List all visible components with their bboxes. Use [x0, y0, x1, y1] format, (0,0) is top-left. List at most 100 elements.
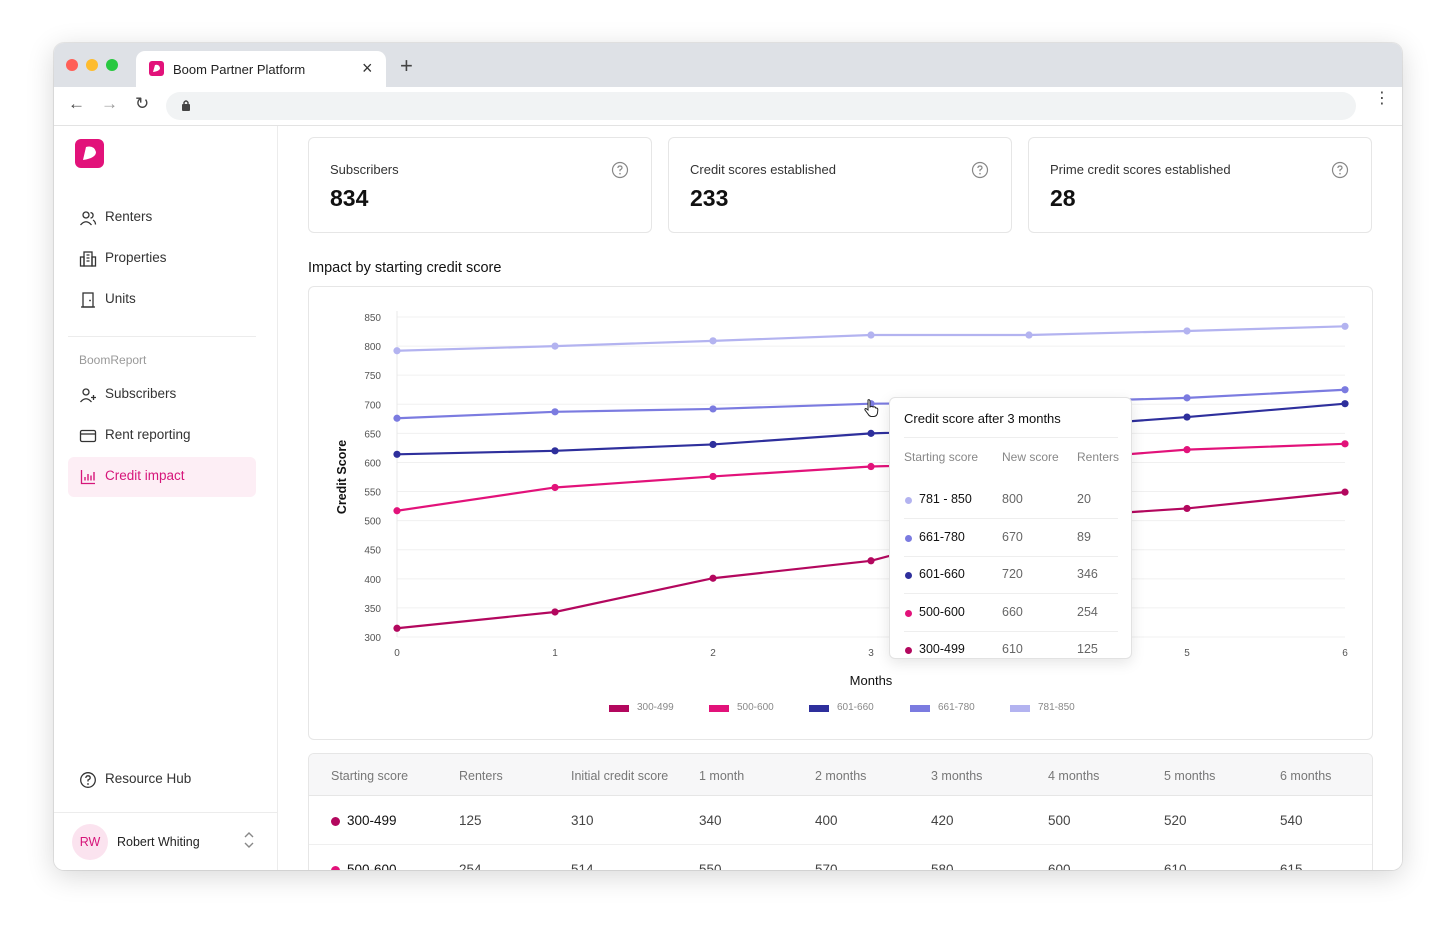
sidebar-item-properties[interactable]: Properties — [68, 239, 256, 279]
sidebar-item-label: Credit impact — [105, 468, 185, 483]
sidebar-divider — [68, 336, 256, 337]
forward-icon[interactable]: → — [101, 94, 118, 113]
data-point — [1341, 400, 1349, 408]
chart-section-title: Impact by starting credit score — [308, 260, 502, 276]
series-dot — [331, 817, 340, 826]
data-point — [709, 440, 717, 449]
stat-card-subscribers: Subscribers 834 — [308, 137, 652, 233]
table-header-cell[interactable]: Renters — [459, 769, 503, 783]
favicon-icon — [149, 61, 164, 76]
data-point — [1183, 446, 1191, 454]
table-cell: 610 — [1164, 862, 1187, 870]
tab-close-icon[interactable]: × — [362, 58, 373, 78]
table-cell: 520 — [1164, 813, 1187, 828]
browser-toolbar: ← → ↻ ⋮ — [54, 87, 1402, 126]
table-header-cell[interactable]: Starting score — [331, 769, 409, 783]
y-axis-label: Credit Score — [335, 440, 349, 514]
data-point — [1183, 413, 1191, 421]
data-point — [551, 408, 559, 416]
browser-tab[interactable]: Boom Partner Platform × — [136, 51, 386, 87]
help-icon[interactable] — [1331, 161, 1349, 179]
table-header-row: Starting score Renters Initial credit scor… — [309, 754, 1372, 796]
data-point — [867, 429, 875, 437]
sidebar-item-resource-hub[interactable]: Resource Hub — [68, 760, 256, 800]
boom-logo[interactable] — [75, 139, 104, 168]
series-dot — [905, 609, 912, 617]
door-icon — [81, 292, 95, 308]
table-header-cell[interactable]: 3 months — [931, 769, 983, 783]
main-content: Subscribers 834 Credit scores establishe… — [278, 126, 1402, 870]
close-window-dot[interactable] — [66, 59, 78, 71]
sidebar-item-units[interactable]: Units — [68, 280, 256, 320]
help-icon[interactable] — [971, 161, 989, 179]
y-tick-label: 550 — [364, 488, 381, 499]
table-cell: 570 — [815, 862, 838, 870]
y-tick-label: 500 — [364, 517, 381, 528]
data-point — [551, 483, 559, 492]
data-point — [1025, 331, 1033, 339]
tooltip-row-divider — [904, 630, 1118, 632]
tooltip-new-score: 610 — [1002, 642, 1023, 656]
back-icon[interactable]: ← — [68, 94, 85, 113]
table-row[interactable]: 300-499 125 310 340 400 420 500 520 540 — [309, 796, 1372, 845]
table-header-cell[interactable]: 2 months — [815, 769, 867, 783]
legend-label: 781-850 — [1038, 702, 1075, 713]
table-header-cell[interactable]: 5 months — [1164, 769, 1216, 783]
table-cell: 580 — [931, 862, 954, 870]
data-point — [1341, 440, 1349, 448]
table-cell: 400 — [815, 813, 838, 828]
legend-swatch — [910, 705, 930, 712]
help-icon[interactable] — [611, 161, 629, 179]
data-point — [393, 507, 401, 515]
data-point — [393, 624, 401, 632]
legend-label: 300-499 — [637, 702, 674, 713]
stat-label: Credit scores established — [690, 162, 836, 177]
y-tick-label: 300 — [364, 633, 381, 644]
tooltip-range: 300-499 — [919, 642, 965, 656]
reload-icon[interactable]: ↻ — [135, 94, 150, 113]
legend-swatch — [809, 705, 829, 712]
sidebar-item-rent-reporting[interactable]: Rent reporting — [68, 416, 256, 456]
tooltip-renters: 346 — [1077, 567, 1098, 581]
data-point — [709, 472, 717, 481]
tooltip-header-starting: Starting score — [904, 450, 979, 464]
sidebar-item-credit-impact[interactable]: Credit impact — [68, 457, 256, 497]
data-point — [709, 337, 717, 345]
sidebar-item-subscribers[interactable]: Subscribers — [68, 375, 256, 415]
data-point — [393, 450, 401, 458]
browser-menu-icon[interactable]: ⋮ — [1374, 90, 1390, 107]
sidebar-item-label: Properties — [105, 250, 167, 265]
browser-window: Boom Partner Platform × + ← → ↻ ⋮ Renter… — [54, 43, 1402, 870]
legend-label: 500-600 — [737, 702, 774, 713]
chevron-up-down-icon[interactable] — [242, 829, 256, 851]
data-point — [551, 608, 559, 616]
address-bar[interactable] — [166, 92, 1356, 120]
maximize-window-dot[interactable] — [106, 59, 118, 71]
data-point — [393, 347, 401, 355]
tooltip-header-new: New score — [1002, 450, 1059, 464]
sidebar-item-renters[interactable]: Renters — [68, 198, 256, 238]
tooltip-renters: 20 — [1077, 492, 1091, 506]
table-row[interactable]: 500-600 254 514 550 570 580 600 610 615 — [309, 845, 1372, 870]
x-tick-label: 2 — [710, 648, 716, 659]
tooltip-row: 601-660 720 346 — [890, 556, 1133, 594]
tooltip-row: 661-780 670 89 — [890, 519, 1133, 557]
y-tick-label: 350 — [364, 604, 381, 615]
users-icon — [80, 211, 97, 226]
data-point — [1341, 488, 1349, 496]
minimize-window-dot[interactable] — [86, 59, 98, 71]
y-tick-label: 450 — [364, 546, 381, 557]
user-menu[interactable]: RW Robert Whiting — [54, 812, 277, 870]
table-header-cell[interactable]: 1 month — [699, 769, 745, 783]
table-header-cell[interactable]: 4 months — [1048, 769, 1100, 783]
table-cell: 310 — [571, 813, 594, 828]
table-header-cell[interactable]: 6 months — [1280, 769, 1332, 783]
stat-card-prime-credit-scores: Prime credit scores established 28 — [1028, 137, 1372, 233]
sidebar-section-label: BoomReport — [79, 353, 147, 367]
new-tab-icon[interactable]: + — [400, 53, 413, 78]
table-header-cell[interactable]: Initial credit score — [571, 769, 669, 783]
tooltip-title: Credit score after 3 months — [904, 411, 1061, 426]
tab-title: Boom Partner Platform — [173, 62, 306, 77]
series-dot — [905, 497, 912, 504]
stat-value: 233 — [690, 185, 729, 211]
